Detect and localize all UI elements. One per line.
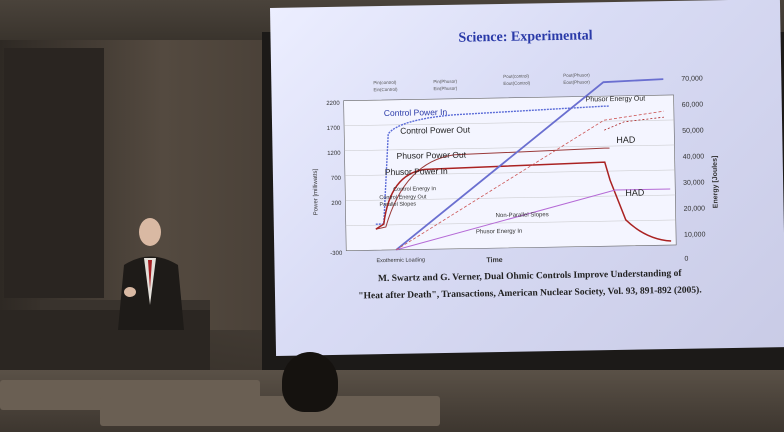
- annotation: Non-Parallel Slopes: [496, 212, 549, 219]
- annotation: Control Power Out: [400, 125, 471, 136]
- control-power-out-curve: [375, 147, 610, 230]
- legend-entry: Eout(Control): [503, 80, 530, 85]
- annotation: Phusor Energy In: [476, 229, 522, 236]
- right-tick: 50,000: [682, 127, 704, 134]
- control-power-in-curve: [375, 105, 609, 225]
- right-tick: 20,000: [684, 205, 706, 212]
- legend-entry: Pout(Phusor): [563, 72, 590, 77]
- doorway: [4, 48, 104, 298]
- citation-line-2: "Heat after Death", Transactions, Americ…: [358, 285, 702, 302]
- legend-entry: Ein(Control): [373, 87, 398, 92]
- annotation: Phusor Energy Out: [586, 95, 646, 103]
- right-tick: 60,000: [682, 101, 704, 108]
- legend-entry: Pout(control): [503, 73, 529, 78]
- phusor-power-out-curve: [375, 161, 672, 242]
- control-energy-curve: [396, 110, 664, 251]
- legend-entry: Ein(Phusor): [433, 86, 457, 91]
- annotation: Phusor Power Out: [397, 150, 467, 161]
- phusor-energy-out-curve: [395, 78, 664, 251]
- left-tick: -300: [330, 251, 343, 257]
- seat-row: [100, 396, 440, 426]
- left-tick: 1700: [327, 126, 341, 132]
- eout-phusor-curve: [604, 116, 665, 131]
- legend-entry: Eout(Phusor): [563, 79, 590, 84]
- legend-entry: Pin(control): [373, 80, 397, 85]
- annotation: Control Energy Out: [379, 194, 427, 201]
- annotation: Control Energy In: [393, 186, 436, 193]
- left-tick: 2200: [326, 101, 340, 107]
- right-tick: 30,000: [683, 179, 705, 186]
- annotation: HAD: [616, 135, 636, 145]
- left-tick: 700: [331, 176, 342, 182]
- left-axis-label: Power [milliwatts]: [313, 168, 320, 215]
- right-tick: 0: [684, 256, 688, 263]
- annotation: HAD: [625, 187, 645, 197]
- left-tick: 1200: [327, 151, 341, 157]
- projected-slide: Science: Experimental 2200 1700 1200 700…: [270, 0, 784, 356]
- experiment-graph: 2200 1700 1200 700 200 -300 Power [milli…: [313, 72, 720, 264]
- phusor-energy-in-curve: [396, 188, 671, 251]
- left-tick: 200: [331, 201, 342, 207]
- right-tick: 70,000: [681, 75, 703, 82]
- x-axis-label: Time: [486, 257, 502, 264]
- slide-title: Science: Experimental: [458, 28, 593, 46]
- annotation: Exothermic Loading: [376, 257, 425, 264]
- presenter: [118, 218, 184, 330]
- right-axis-label: Energy [Joules]: [712, 156, 720, 209]
- annotation: Parallel Slopes: [379, 201, 416, 208]
- right-tick: 40,000: [683, 153, 705, 160]
- annotation: Control Power In: [384, 107, 448, 118]
- legend-entry: Pin(Phusor): [433, 79, 457, 84]
- right-tick: 10,000: [684, 231, 706, 238]
- audience-head: [282, 352, 338, 412]
- annotation: Phusor Power In: [385, 166, 448, 177]
